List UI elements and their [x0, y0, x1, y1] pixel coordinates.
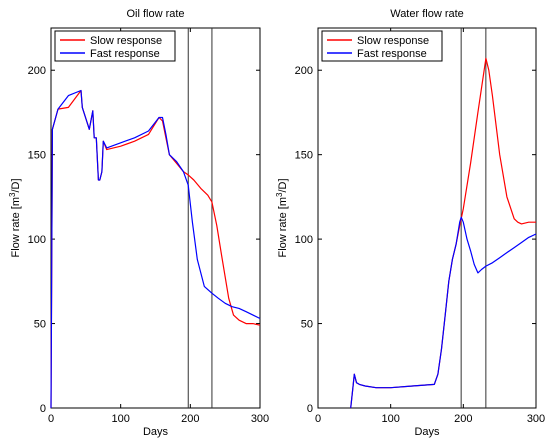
y-tick-label: 0 [40, 403, 46, 415]
x-tick-label: 0 [48, 413, 54, 425]
oil-flow-rate-chart: 0 100 200 300 0 50 100 150 200 Oil flow rate Days F… [8, 8, 269, 438]
y-tick-label: 0 [307, 403, 313, 415]
legend-box [54, 30, 176, 62]
y-tick-label: 150 [28, 150, 46, 162]
y-axis-label-tail: /D] [277, 178, 289, 192]
y-axis-label-tail: /D] [10, 178, 22, 192]
y-axis-label-main: Flow rate [m [10, 197, 22, 258]
y-axis-label: Flow rate [m3/D] [275, 178, 289, 257]
chart-title: Water flow rate [390, 8, 464, 20]
water-flow-rate-chart: 0 100 200 300 0 50 100 150 200 Water flow rate Day… [275, 8, 545, 438]
y-axis-label-main: Flow rate [m [277, 197, 289, 258]
legend-label: Fast response [357, 48, 427, 60]
fast-response-line [50, 89, 261, 409]
y-tick-label: 50 [301, 319, 313, 331]
legend-label: Slow response [90, 35, 162, 47]
legend-label: Fast response [90, 48, 160, 60]
x-axis-label: Days [414, 426, 440, 438]
x-tick-label: 100 [111, 413, 129, 425]
legend-label: Slow response [357, 35, 429, 47]
y-tick-label: 100 [28, 234, 46, 246]
chart-title: Oil flow rate [126, 8, 184, 20]
y-axis-label-superscript: 3 [8, 192, 17, 197]
y-tick-label: 100 [295, 234, 313, 246]
plot-area [317, 27, 537, 409]
x-tick-label: 200 [454, 413, 472, 425]
y-tick-label: 150 [295, 150, 313, 162]
y-axis-label-superscript: 3 [275, 192, 284, 197]
y-axis-label: Flow rate [m3/D] [8, 178, 22, 257]
x-tick-label: 300 [251, 413, 269, 425]
x-tick-label: 100 [381, 413, 399, 425]
y-tick-label: 50 [34, 319, 46, 331]
x-axis-label: Days [143, 426, 169, 438]
y-tick-label: 200 [28, 65, 46, 77]
x-tick-label: 300 [527, 413, 545, 425]
plot-area [50, 27, 261, 409]
legend-box [321, 30, 443, 62]
y-tick-label: 200 [295, 65, 313, 77]
x-tick-label: 0 [315, 413, 321, 425]
fast-response-line [350, 216, 537, 409]
x-tick-label: 200 [181, 413, 199, 425]
